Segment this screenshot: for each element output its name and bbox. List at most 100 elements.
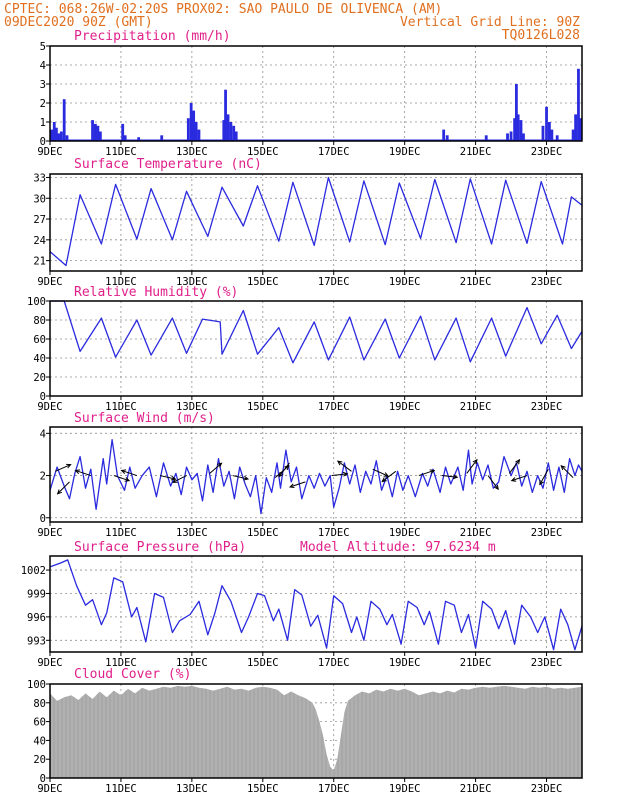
x-tick-label: 21DEC <box>460 401 492 413</box>
x-tick-label: 23DEC <box>531 783 563 795</box>
y-tick-label: 33 <box>33 172 46 184</box>
x-tick-label: 23DEC <box>531 401 563 413</box>
panel-frame <box>49 45 583 142</box>
x-tick-label: 11DEC <box>105 276 137 288</box>
precip-bar <box>59 131 63 141</box>
wind-arrow-head <box>217 462 223 468</box>
series <box>49 176 583 267</box>
precip-bar <box>160 135 164 141</box>
wind-arrow-head <box>381 477 387 483</box>
precip-bar <box>442 129 446 141</box>
wind-arrow <box>466 458 478 474</box>
panel-rh: 0 20 40 60 80 100 9DEC 11DEC 13DEC 15DEC 17DEC 19DE… <box>27 285 583 413</box>
wind-arrow-head <box>342 471 349 477</box>
pres-line <box>49 559 583 651</box>
panel-pres: 993 996 999 1002 9DEC 11DEC 13DEC 15DEC 17DEC 19D… <box>21 540 583 669</box>
panel-frame <box>49 426 583 523</box>
series <box>50 684 582 778</box>
wind-arrow-shaft <box>487 475 499 490</box>
wind-arrow-head <box>383 472 390 477</box>
y-tick-label: 30 <box>33 193 46 205</box>
precip-bar <box>506 133 509 141</box>
precip-bar <box>194 122 198 141</box>
x-tick-label: 15DEC <box>247 657 279 669</box>
precip-bar <box>555 135 559 141</box>
wind-arrow-shaft <box>560 465 574 479</box>
header-run-date: 09DEC2020 90Z (GMT) <box>4 15 153 30</box>
precip-bar <box>192 110 196 141</box>
x-tick-label: 9DEC <box>37 401 62 413</box>
x-tick-label: 13DEC <box>176 401 208 413</box>
wind-arrow <box>381 470 397 483</box>
panel-annotation: Model Altitude: 97.6234 m <box>300 540 496 555</box>
panel-title: Cloud Cover (%) <box>74 667 191 682</box>
wind-arrow-head <box>284 465 290 471</box>
y-tick-label: 80 <box>33 315 46 327</box>
x-tick-label: 21DEC <box>460 527 492 539</box>
panel-title: Relative Humidity (%) <box>74 285 238 300</box>
grid-lines <box>50 46 582 141</box>
y-tick-label: 1 <box>40 117 46 129</box>
x-tick-label: 21DEC <box>460 146 492 158</box>
x-tick-label: 21DEC <box>460 657 492 669</box>
figure-header: CPTEC: 068:26W-02:20S PROX02: SAO PAULO … <box>4 2 580 43</box>
precip-bar <box>54 127 58 141</box>
wind-arrow-head <box>243 475 250 481</box>
y-tick-label: 60 <box>33 717 46 729</box>
panel-frame <box>49 173 583 272</box>
panel-title: Precipitation (mm/h) <box>74 29 231 44</box>
y-tick-label: 0 <box>40 513 46 525</box>
wind-arrow <box>55 463 72 472</box>
wind-arrow-head <box>429 469 436 474</box>
x-tick-label: 11DEC <box>105 783 137 795</box>
precip-bar <box>509 131 513 141</box>
x-tick-label: 23DEC <box>531 657 563 669</box>
x-tick-label: 13DEC <box>176 657 208 669</box>
panel-wind: 0 2 4 9DEC 11DEC 13DEC 15DEC 17DEC 19DEC 21DEC 23D… <box>37 411 583 539</box>
wind-arrow-shaft <box>55 464 71 472</box>
y-tick-label: 2 <box>40 471 46 483</box>
precip-bar <box>65 135 69 141</box>
wind-arrow <box>510 475 528 482</box>
x-tick-label: 15DEC <box>247 401 279 413</box>
wind-line <box>49 439 583 515</box>
wind-arrow-head <box>539 480 544 486</box>
wind-arrow <box>274 465 290 479</box>
x-tick-label: 17DEC <box>318 146 350 158</box>
x-tick-label: 13DEC <box>176 783 208 795</box>
panel-title: Surface Temperature (nC) <box>74 157 262 172</box>
precip-bar <box>121 123 125 141</box>
x-tick-label: 15DEC <box>247 146 279 158</box>
y-tick-label: 21 <box>33 256 46 268</box>
precip-bar <box>514 84 518 141</box>
wind-arrow-shaft <box>57 481 70 495</box>
wind-arrow-shaft <box>121 469 138 477</box>
x-tick-label: 9DEC <box>37 276 62 288</box>
wind-arrow-head <box>510 477 517 482</box>
y-tick-label: 5 <box>40 41 46 53</box>
x-tick-label: 17DEC <box>318 276 350 288</box>
panel-temp: 21 24 27 30 33 9DEC 11DEC 13DEC 15DEC 17DEC 19DEC 2… <box>33 157 583 288</box>
wind-arrow-shaft <box>418 469 435 477</box>
wind-arrow-head <box>493 484 499 491</box>
wind-arrow-head <box>171 478 178 483</box>
y-tick-label: 80 <box>33 698 46 710</box>
precip-bar <box>574 114 578 141</box>
x-tick-label: 17DEC <box>318 527 350 539</box>
wind-arrow <box>560 464 574 479</box>
grid-lines <box>50 556 582 652</box>
precip-bar <box>222 120 226 141</box>
x-tick-label: 19DEC <box>389 401 421 413</box>
y-tick-label: 1002 <box>21 565 46 577</box>
y-tick-label: 0 <box>40 391 46 403</box>
precip-bar <box>484 135 488 141</box>
precip-bar <box>234 131 238 141</box>
x-tick-label: 13DEC <box>176 146 208 158</box>
precip-bar <box>93 123 97 141</box>
x-tick-label: 9DEC <box>37 146 62 158</box>
header-location: CPTEC: 068:26W-02:20S PROX02: SAO PAULO … <box>4 2 442 17</box>
precip-bar <box>226 114 230 141</box>
wind-arrow-shaft <box>372 468 389 477</box>
wind-arrow <box>288 481 306 489</box>
